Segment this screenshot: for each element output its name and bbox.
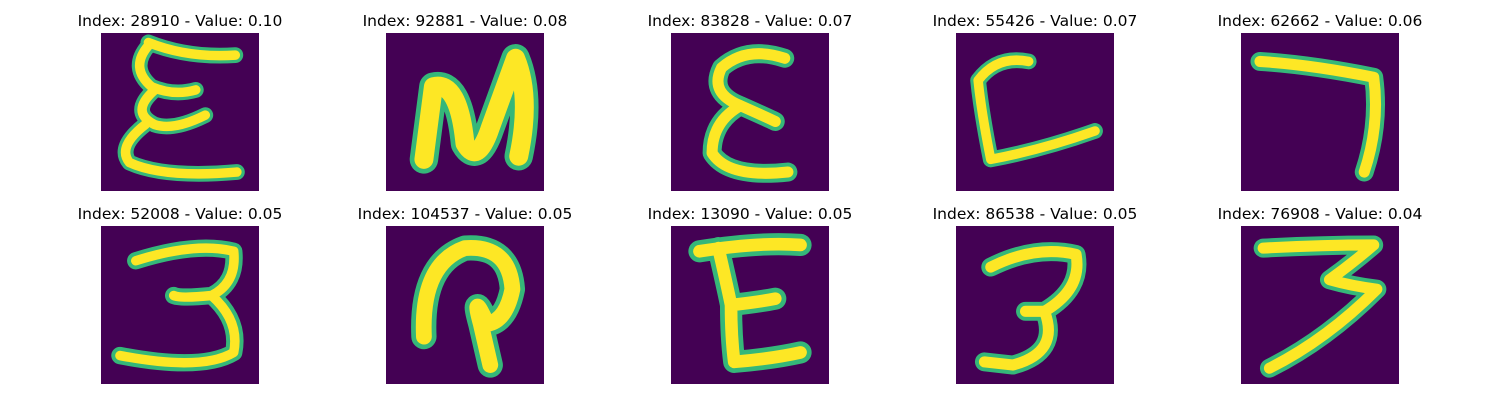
panel-5: Index: 62662 - Value: 0.06 bbox=[1210, 12, 1430, 191]
panel-9: Index: 86538 - Value: 0.05 bbox=[925, 205, 1145, 384]
glyph-image bbox=[671, 33, 829, 191]
glyph-image bbox=[101, 33, 259, 191]
glyph-image bbox=[1241, 33, 1399, 191]
panel-title: Index: 28910 - Value: 0.10 bbox=[77, 12, 283, 30]
glyph-image bbox=[671, 226, 829, 384]
glyph-image bbox=[956, 33, 1114, 191]
panel-title: Index: 55426 - Value: 0.07 bbox=[932, 12, 1138, 30]
panel-title: Index: 62662 - Value: 0.06 bbox=[1217, 12, 1423, 30]
panel-4: Index: 55426 - Value: 0.07 bbox=[925, 12, 1145, 191]
panel-7: Index: 104537 - Value: 0.05 bbox=[355, 205, 575, 384]
panel-title: Index: 13090 - Value: 0.05 bbox=[647, 205, 853, 223]
glyph-image bbox=[386, 226, 544, 384]
panel-8: Index: 13090 - Value: 0.05 bbox=[640, 205, 860, 384]
glyph-image bbox=[386, 33, 544, 191]
glyph-image bbox=[101, 226, 259, 384]
glyph-image bbox=[1241, 226, 1399, 384]
glyph-image bbox=[956, 226, 1114, 384]
panel-title: Index: 104537 - Value: 0.05 bbox=[357, 205, 573, 223]
panel-title: Index: 86538 - Value: 0.05 bbox=[932, 205, 1138, 223]
panel-title: Index: 76908 - Value: 0.04 bbox=[1217, 205, 1423, 223]
panel-1: Index: 28910 - Value: 0.10 bbox=[70, 12, 290, 191]
panel-6: Index: 52008 - Value: 0.05 bbox=[70, 205, 290, 384]
panel-2: Index: 92881 - Value: 0.08 bbox=[355, 12, 575, 191]
panel-10: Index: 76908 - Value: 0.04 bbox=[1210, 205, 1430, 384]
panel-title: Index: 83828 - Value: 0.07 bbox=[647, 12, 853, 30]
panel-title: Index: 92881 - Value: 0.08 bbox=[362, 12, 568, 30]
panel-title: Index: 52008 - Value: 0.05 bbox=[77, 205, 283, 223]
panel-3: Index: 83828 - Value: 0.07 bbox=[640, 12, 860, 191]
